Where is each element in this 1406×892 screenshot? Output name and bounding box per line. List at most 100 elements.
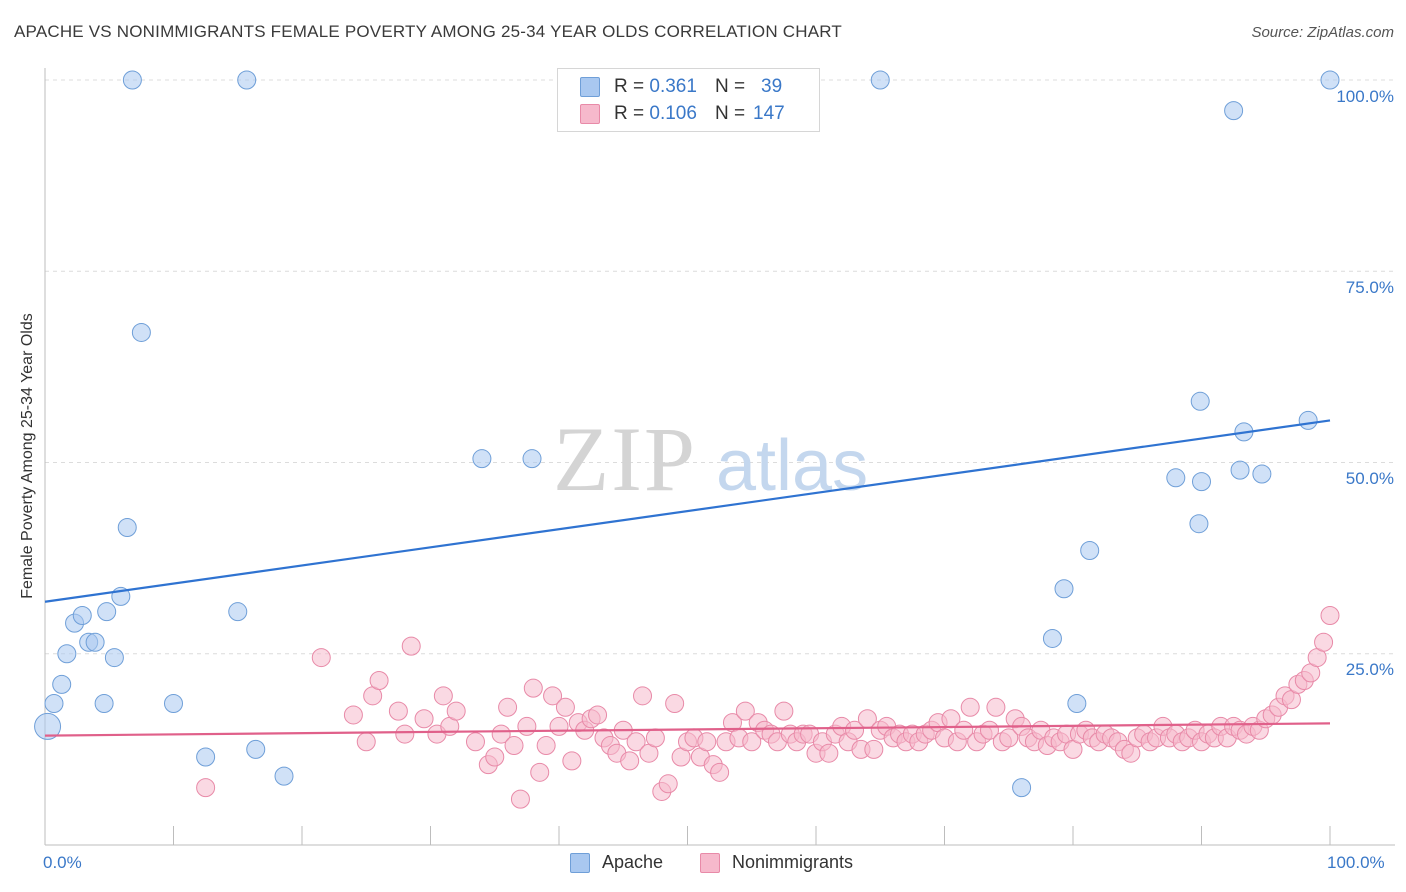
nonimmigrants-point — [986, 697, 1006, 717]
y-tick-label: 75.0% — [1345, 278, 1394, 297]
apache-point — [196, 747, 216, 767]
data-points — [34, 70, 1340, 809]
legend-label: Apache — [602, 852, 664, 872]
apache-point — [72, 606, 92, 625]
nonimmigrants-point — [311, 648, 331, 668]
y-tick-label: 100.0% — [1336, 87, 1394, 106]
apache-point — [1080, 540, 1100, 560]
nonimmigrants-point — [774, 701, 794, 721]
apache-point — [131, 322, 151, 342]
nonimmigrants-point — [446, 701, 466, 721]
apache-point — [122, 70, 142, 90]
nonimmigrants-point — [485, 747, 505, 767]
nonimmigrants-point — [658, 774, 678, 794]
stats-row-nonimmigrants: R = 0.106 N = 147 — [558, 101, 785, 127]
nonimmigrants-swatch — [580, 104, 600, 124]
r-value: 0.361 — [649, 76, 697, 97]
apache-point — [1298, 410, 1318, 430]
apache-point — [1042, 628, 1062, 648]
n-value: 147 — [753, 103, 785, 124]
nonimmigrants-point — [196, 778, 216, 798]
nonimmigrants-point — [498, 697, 518, 717]
apache-point — [57, 644, 77, 664]
series-legend: Apache Nonimmigrants — [0, 852, 1406, 878]
x-tick-label: 0.0% — [43, 853, 82, 872]
nonimmigrants-point — [697, 732, 717, 752]
legend-item-nonimmigrants[interactable]: Nonimmigrants — [700, 852, 853, 873]
nonimmigrants-point — [517, 716, 537, 736]
nonimmigrants-point — [864, 739, 884, 759]
apache-point — [85, 632, 105, 652]
nonimmigrants-point — [549, 716, 569, 736]
apache-point — [1230, 460, 1250, 480]
apache-point — [1190, 391, 1210, 411]
apache-point — [34, 712, 62, 740]
apache-point — [94, 693, 114, 713]
legend-item-apache[interactable]: Apache — [570, 852, 663, 873]
stats-row-apache: R = 0.361 N = 39 — [558, 74, 782, 100]
apache-legend-swatch — [570, 852, 590, 873]
nonimmigrants-point — [388, 701, 408, 721]
apache-swatch — [580, 77, 600, 97]
nonimmigrants-point — [543, 686, 563, 706]
apache-point — [1252, 464, 1272, 484]
r-label: R = — [614, 76, 645, 97]
nonimmigrants-point — [433, 686, 453, 706]
nonimmigrants-point — [620, 751, 640, 771]
nonimmigrants-legend-swatch — [700, 852, 720, 873]
nonimmigrants-point — [665, 693, 685, 713]
apache-point — [97, 602, 117, 622]
apache-point — [1012, 778, 1032, 798]
nonimmigrants-point — [555, 697, 575, 717]
nonimmigrants-point — [645, 728, 665, 748]
nonimmigrants-point — [819, 743, 839, 763]
apache-point — [1192, 472, 1211, 492]
n-label: N = — [714, 76, 746, 97]
nonimmigrants-point — [626, 732, 646, 752]
apache-point — [1067, 693, 1087, 713]
nonimmigrants-point — [1320, 606, 1340, 625]
apache-point — [1320, 70, 1340, 90]
chart-source: Source: ZipAtlas.com — [1251, 24, 1394, 41]
apache-point — [117, 518, 137, 538]
nonimmigrants-point — [530, 762, 550, 782]
apache-point — [228, 602, 248, 622]
nonimmigrants-point — [562, 751, 582, 771]
nonimmigrants-point — [343, 705, 363, 725]
nonimmigrants-point — [710, 762, 730, 782]
nonimmigrants-point — [999, 728, 1019, 748]
apache-trend-line — [44, 419, 1331, 603]
nonimmigrants-point — [510, 789, 530, 809]
y-tick-label: 50.0% — [1345, 469, 1394, 488]
nonimmigrants-point — [960, 697, 980, 717]
gridlines — [45, 79, 1395, 655]
trend-lines — [44, 419, 1331, 737]
nonimmigrants-point — [1314, 632, 1334, 652]
nonimmigrants-point — [356, 732, 376, 752]
y-tick-label: 25.0% — [1345, 660, 1394, 679]
nonimmigrants-point — [588, 705, 608, 725]
nonimmigrants-trend-line — [44, 722, 1331, 737]
apache-point — [237, 70, 257, 90]
nonimmigrants-point — [845, 720, 865, 740]
n-value: 39 — [761, 76, 783, 97]
apache-point — [274, 766, 294, 786]
stats-legend: R = 0.361 N = 39 R = 0.106 N = 147 — [557, 68, 820, 132]
nonimmigrants-point — [395, 724, 415, 744]
nonimmigrants-point — [465, 732, 485, 752]
apache-point — [1054, 579, 1074, 599]
apache-point — [472, 449, 492, 469]
r-label: R = — [614, 103, 645, 124]
nonimmigrants-point — [735, 701, 755, 721]
x-tick-label: 100.0% — [1327, 853, 1385, 872]
apache-point — [1189, 514, 1209, 534]
apache-point — [1224, 101, 1244, 121]
apache-point — [104, 648, 124, 668]
apache-point — [246, 739, 266, 759]
legend-label: Nonimmigrants — [732, 852, 854, 872]
apache-point — [52, 674, 72, 694]
nonimmigrants-point — [369, 671, 389, 691]
apache-point — [870, 70, 890, 90]
watermark-atlas: atlas — [716, 426, 868, 506]
